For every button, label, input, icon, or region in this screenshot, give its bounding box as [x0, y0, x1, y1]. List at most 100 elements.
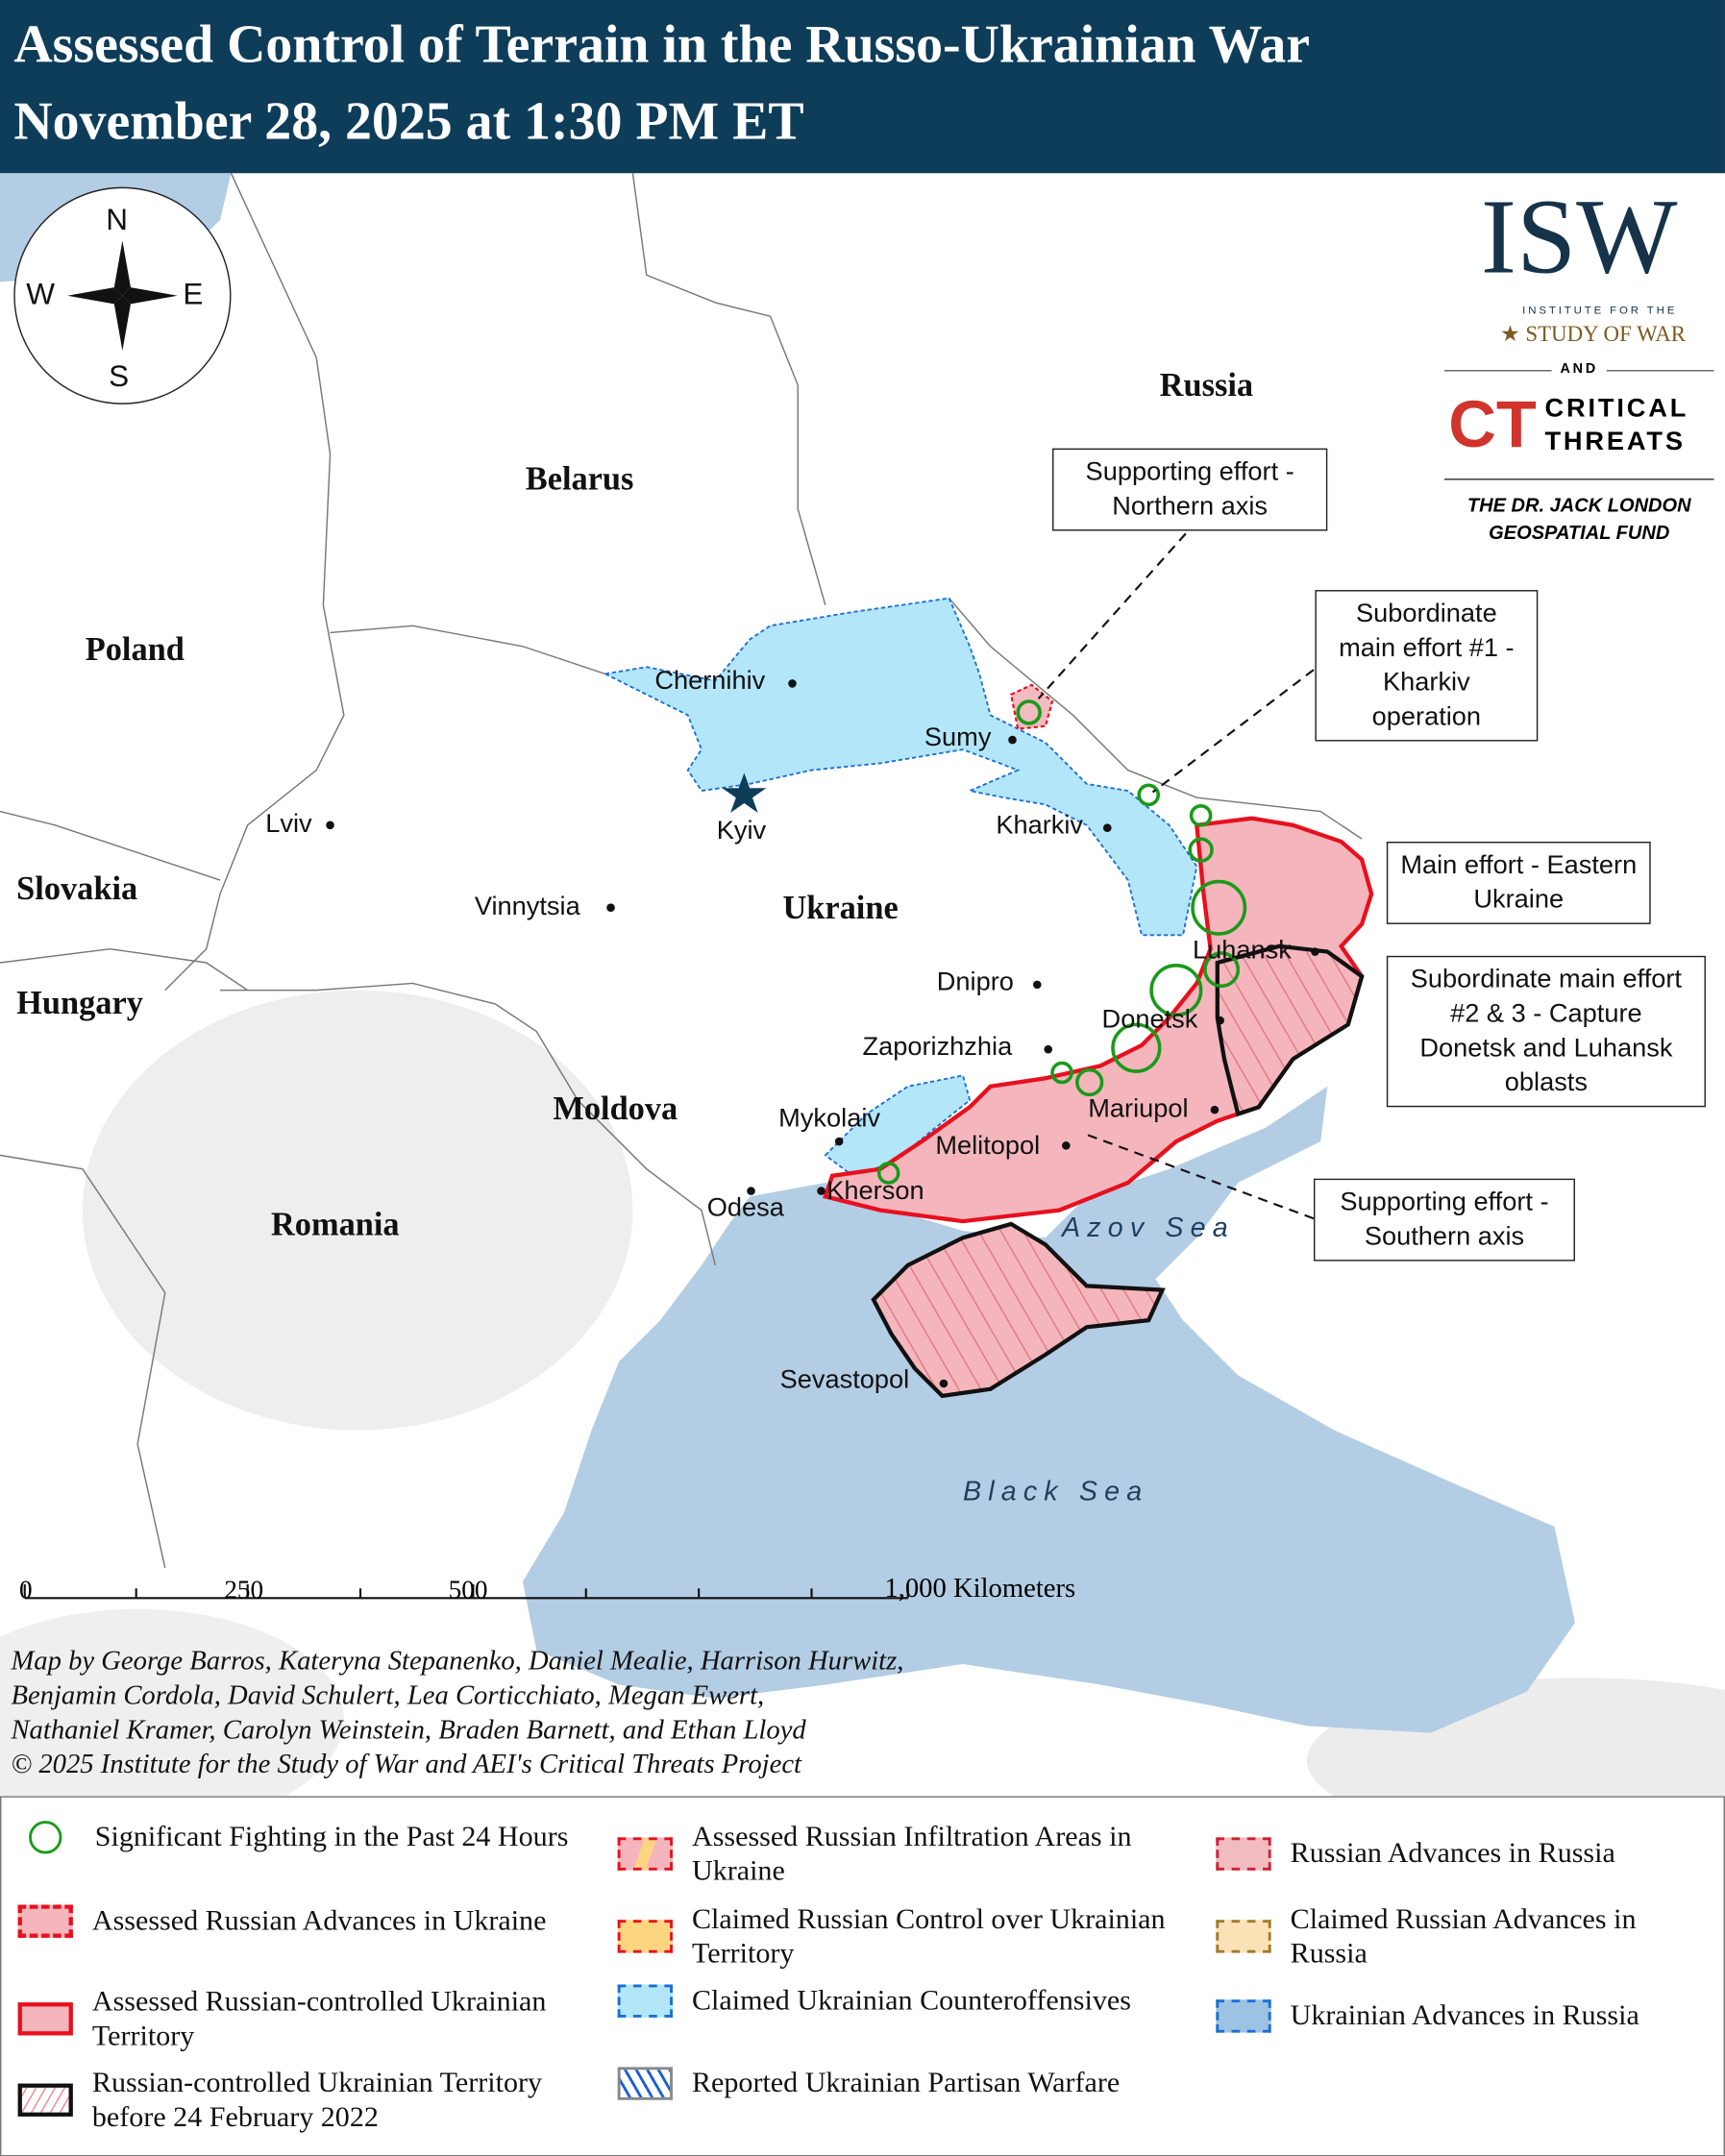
label-kyiv: Kyiv [716, 817, 767, 846]
swatch [1216, 1836, 1271, 1870]
credits-line1: Map by George Barros, Kateryna Stepanenk… [11, 1646, 904, 1677]
label-vinnytsia: Vinnytsia [474, 892, 580, 922]
scale-label-250: 250 [224, 1576, 264, 1605]
legend-label: Claimed Ukrainian Counteroffensives [691, 1983, 1131, 2017]
credits-line3: Nathaniel Kramer, Carolyn Weinstein, Bra… [11, 1714, 806, 1746]
label-lviv: Lviv [265, 810, 312, 840]
label-belarus: Belarus [525, 461, 634, 499]
legend-label: Claimed Russian Control over Ukrainian T… [691, 1901, 1166, 1970]
label-poland: Poland [85, 632, 185, 669]
isw-sub1: INSTITUTE FOR THE [1522, 304, 1678, 317]
label-sumy: Sumy [924, 723, 992, 752]
compass-rose: N S E W [13, 186, 232, 404]
compass-s: S [109, 358, 130, 394]
legend-russian-advances-russia: Russian Advances in Russia [1216, 1836, 1711, 1871]
label-donetsk: Donetsk [1101, 1005, 1198, 1035]
map-canvas[interactable]: N S E W ISW INSTITUTE FOR THE ★ STUDY OF… [0, 173, 1725, 1797]
swatch [17, 1903, 73, 1938]
label-black-sea: Black Sea [962, 1477, 1149, 1507]
ct-mark-icon: CT [1448, 389, 1537, 462]
swatch [17, 2002, 73, 2036]
swatch [617, 1983, 673, 2018]
logo-and: AND [1560, 361, 1599, 378]
label-slovakia: Slovakia [16, 871, 138, 908]
label-hungary: Hungary [16, 986, 143, 1022]
swatch [17, 2083, 73, 2117]
label-odesa: Odesa [706, 1193, 784, 1223]
carpathian-relief [82, 990, 633, 1431]
fund-line2: GEOSPATIAL FUND [1489, 521, 1670, 544]
label-kherson: Kherson [826, 1177, 924, 1207]
swatch [617, 1920, 673, 1953]
russian-controlled-territory [823, 816, 1374, 1224]
logo-and-row: AND [1443, 360, 1714, 380]
legend-significant-fighting: Significant Fighting in the Past 24 Hour… [18, 1820, 582, 1854]
swatch [1216, 1920, 1271, 1953]
label-moldova: Moldova [553, 1091, 678, 1128]
callout-kharkiv-operation: Subordinate main effort #1 - Kharkiv ope… [1315, 590, 1539, 742]
swatch [617, 2066, 673, 2100]
isw-logo: ISW [1480, 176, 1678, 296]
credits-line2: Benjamin Cordola, David Schulert, Lea Co… [11, 1680, 765, 1711]
scale-label-1000: 1,000 Kilometers [884, 1573, 1076, 1605]
legend-label: Ukrainian Advances in Russia [1290, 1997, 1639, 2032]
compass-n: N [106, 202, 128, 237]
label-zaporizhzhia: Zaporizhzhia [862, 1032, 1013, 1063]
legend-label: Assessed Russian Advances in Ukraine [91, 1903, 547, 1937]
label-sevastopol: Sevastopol [779, 1365, 910, 1395]
legend-label: Assessed Russian Infiltration Areas in U… [691, 1819, 1132, 1887]
kyiv-capital-star-icon [722, 772, 767, 813]
balkan-relief [0, 1608, 344, 1797]
callout-southern-axis: Supporting effort - Southern axis [1313, 1178, 1575, 1262]
legend-partisan-warfare: Reported Ukrainian Partisan Warfare [617, 2065, 1169, 2100]
label-kharkiv: Kharkiv [996, 811, 1084, 841]
legend-pre-2022: Russian-controlled Ukrainian Territory b… [17, 2065, 582, 2135]
scale-label-0: 0 [19, 1576, 33, 1605]
legend-infiltration: Assessed Russian Infiltration Areas in U… [617, 1819, 1169, 1889]
legend-claimed-russian-advances-russia: Claimed Russian Advances in Russia [1216, 1902, 1711, 1972]
label-ukraine: Ukraine [782, 891, 899, 927]
scale-bar[interactable] [23, 1583, 909, 1600]
map-title: Assessed Control of Terrain in the Russo… [13, 14, 1311, 75]
label-russia: Russia [1159, 368, 1254, 404]
callout-eastern-ukraine: Main effort - Eastern Ukraine [1386, 842, 1651, 924]
label-dnipro: Dnipro [936, 968, 1014, 997]
legend-label: Russian-controlled Ukrainian Territory b… [91, 2065, 543, 2134]
pre-2022-occupied-crimea [871, 1221, 1166, 1399]
legend-ukrainian-advances-russia: Ukrainian Advances in Russia [1216, 1998, 1711, 2033]
title-bar: Assessed Control of Terrain in the Russo… [0, 0, 1725, 174]
country-borders [0, 173, 1363, 1568]
label-mykolaiv: Mykolaiv [778, 1104, 880, 1134]
isw-ct-logo: ISW INSTITUTE FOR THE ★ STUDY OF WAR AND… [1443, 173, 1714, 546]
isw-sub2: STUDY OF WAR [1525, 323, 1687, 347]
legend-ukrainian-counteroffensives: Claimed Ukrainian Counteroffensives [617, 1983, 1169, 2018]
label-melitopol: Melitopol [935, 1132, 1041, 1162]
legend: Significant Fighting in the Past 24 Hour… [0, 1796, 1725, 2156]
callout-northern-axis: Supporting effort - Northern axis [1052, 448, 1328, 531]
label-mariupol: Mariupol [1088, 1094, 1189, 1124]
label-azov-sea: Azov Sea [1062, 1213, 1235, 1243]
legend-label: Russian Advances in Russia [1290, 1835, 1615, 1870]
map-date: November 28, 2025 at 1:30 PM ET [13, 91, 804, 152]
legend-label: Significant Fighting in the Past 24 Hour… [94, 1819, 569, 1853]
city-markers [326, 679, 1319, 1388]
compass-w: W [26, 276, 55, 311]
label-chernihiv: Chernihiv [654, 667, 766, 697]
ukrainian-counteroffensive-north [602, 597, 1198, 937]
legend-russian-controlled: Assessed Russian-controlled Ukrainian Te… [17, 1985, 569, 2054]
green-circle-icon [29, 1820, 62, 1853]
callout-leaders [1037, 532, 1315, 1220]
compass-star-icon [67, 240, 178, 352]
legend-label: Claimed Russian Advances in Russia [1290, 1901, 1637, 1970]
legend-russian-advances-ukraine: Assessed Russian Advances in Ukraine [17, 1903, 569, 1938]
map-credits: Map by George Barros, Kateryna Stepanenk… [11, 1645, 903, 1782]
significant-fighting-markers [876, 699, 1247, 1185]
label-luhansk: Luhansk [1193, 936, 1292, 966]
isw-star-icon: ★ [1500, 323, 1526, 347]
fund-line1: THE DR. JACK LONDON [1466, 493, 1691, 516]
credits-line4: © 2025 Institute for the Study of War an… [11, 1749, 801, 1780]
callout-donetsk-luhansk: Subordinate main effort #2 & 3 - Capture… [1386, 955, 1706, 1108]
legend-label: Reported Ukrainian Partisan Warfare [691, 2065, 1121, 2099]
black-sea [522, 1086, 1575, 1733]
compass-e: E [183, 276, 204, 311]
